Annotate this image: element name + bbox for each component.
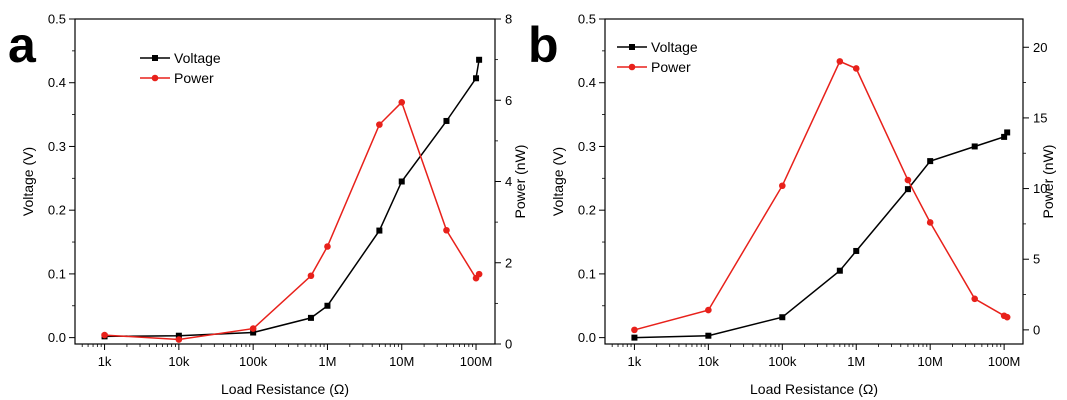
series-line-power bbox=[634, 60, 1008, 331]
y2-tick-label: 5 bbox=[1033, 252, 1040, 267]
legend-marker-power bbox=[628, 63, 636, 71]
data-point-power bbox=[1003, 313, 1011, 321]
data-point-power bbox=[307, 272, 315, 280]
data-point-voltage bbox=[904, 186, 911, 193]
x-tick-label: 1k bbox=[98, 354, 112, 369]
data-point-voltage bbox=[398, 178, 405, 185]
y-tick-label: 0.1 bbox=[578, 266, 596, 281]
x-tick-label: 1k bbox=[628, 354, 642, 369]
y-tick-label: 0.0 bbox=[48, 330, 66, 345]
y-tick-label: 0.5 bbox=[578, 12, 596, 27]
legend-label-voltage: Voltage bbox=[174, 50, 221, 66]
x-axis-label: Load Resistance (Ω) bbox=[221, 381, 349, 397]
y2-tick-label: 6 bbox=[505, 93, 512, 108]
x-tick-label: 100k bbox=[768, 354, 797, 369]
x-tick-label: 10M bbox=[389, 354, 414, 369]
data-point-voltage bbox=[971, 143, 978, 150]
data-point-voltage bbox=[927, 158, 934, 165]
data-point-voltage bbox=[175, 332, 182, 339]
data-point-power bbox=[971, 295, 979, 303]
y-tick-label: 0.5 bbox=[48, 12, 66, 27]
x-tick-label: 10k bbox=[698, 354, 719, 369]
data-point-voltage bbox=[324, 302, 331, 309]
plot-frame bbox=[74, 18, 496, 345]
data-point-voltage bbox=[631, 334, 638, 341]
data-point-voltage bbox=[476, 56, 483, 63]
series-line-voltage bbox=[634, 131, 1008, 339]
y2-tick-label: 2 bbox=[505, 255, 512, 270]
legend-marker-power bbox=[151, 74, 159, 82]
x-tick-label: 100k bbox=[239, 354, 268, 369]
x-tick-label: 10k bbox=[168, 354, 189, 369]
y-axis-label: Voltage (V) bbox=[550, 147, 566, 216]
x-axis-label: Load Resistance (Ω) bbox=[750, 381, 878, 397]
plot-frame bbox=[604, 18, 1024, 345]
y2-tick-label: 4 bbox=[505, 174, 512, 189]
data-point-voltage bbox=[705, 332, 712, 339]
data-point-power bbox=[376, 121, 383, 128]
y-tick-label: 0.0 bbox=[578, 330, 596, 345]
panel-label: b bbox=[528, 17, 559, 73]
y2-tick-label: 20 bbox=[1033, 40, 1047, 55]
data-point-voltage bbox=[836, 267, 843, 274]
y-tick-label: 0.3 bbox=[48, 139, 66, 154]
y2-tick-label: 0 bbox=[505, 337, 512, 352]
data-point-power bbox=[926, 219, 934, 226]
data-point-power bbox=[249, 325, 257, 332]
y-tick-label: 0.2 bbox=[48, 203, 66, 218]
data-point-power bbox=[443, 226, 450, 234]
x-tick-label: 100M bbox=[988, 354, 1021, 369]
data-point-power bbox=[852, 65, 860, 72]
legend-label-voltage: Voltage bbox=[651, 39, 698, 55]
x-tick-label: 1M bbox=[847, 354, 865, 369]
y-tick-label: 0.4 bbox=[48, 75, 66, 90]
data-point-voltage bbox=[443, 117, 450, 124]
y2-tick-label: 8 bbox=[505, 12, 512, 27]
legend-marker-voltage bbox=[629, 44, 635, 50]
series-line-power bbox=[104, 100, 480, 341]
x-tick-label: 10M bbox=[918, 354, 943, 369]
legend-marker-voltage bbox=[152, 55, 158, 61]
y2-tick-label: 15 bbox=[1033, 110, 1047, 125]
data-point-power bbox=[475, 270, 483, 278]
series-line-voltage bbox=[104, 59, 480, 338]
data-point-power bbox=[175, 336, 183, 343]
data-point-voltage bbox=[250, 329, 257, 336]
data-point-power bbox=[705, 306, 712, 314]
data-point-voltage bbox=[307, 314, 314, 321]
y-axis-label: Voltage (V) bbox=[20, 147, 36, 216]
legend-label-power: Power bbox=[174, 70, 214, 86]
y2-tick-label: 0 bbox=[1033, 322, 1040, 337]
y-tick-label: 0.4 bbox=[578, 75, 596, 90]
data-point-voltage bbox=[779, 314, 786, 321]
data-point-voltage bbox=[376, 227, 383, 234]
x-tick-label: 100M bbox=[460, 354, 493, 369]
data-point-power bbox=[101, 331, 108, 339]
data-point-voltage bbox=[1004, 129, 1011, 136]
legend-label-power: Power bbox=[651, 59, 691, 75]
data-point-voltage bbox=[853, 247, 860, 254]
data-point-power bbox=[324, 243, 331, 250]
y-tick-label: 0.2 bbox=[578, 203, 596, 218]
y2-axis-label: Power (nW) bbox=[1040, 145, 1056, 219]
x-tick-label: 1M bbox=[318, 354, 336, 369]
data-point-power bbox=[836, 58, 844, 65]
y-tick-label: 0.1 bbox=[48, 266, 66, 281]
data-point-power bbox=[904, 176, 912, 184]
data-point-voltage bbox=[1001, 133, 1008, 140]
data-point-power bbox=[631, 326, 638, 334]
data-point-voltage bbox=[473, 75, 480, 82]
panel-label: a bbox=[8, 17, 37, 73]
y-tick-label: 0.3 bbox=[578, 139, 596, 154]
data-point-power bbox=[779, 182, 786, 190]
y2-axis-label: Power (nW) bbox=[512, 145, 528, 219]
y2-tick-label: 10 bbox=[1033, 181, 1047, 196]
data-point-power bbox=[398, 98, 406, 106]
